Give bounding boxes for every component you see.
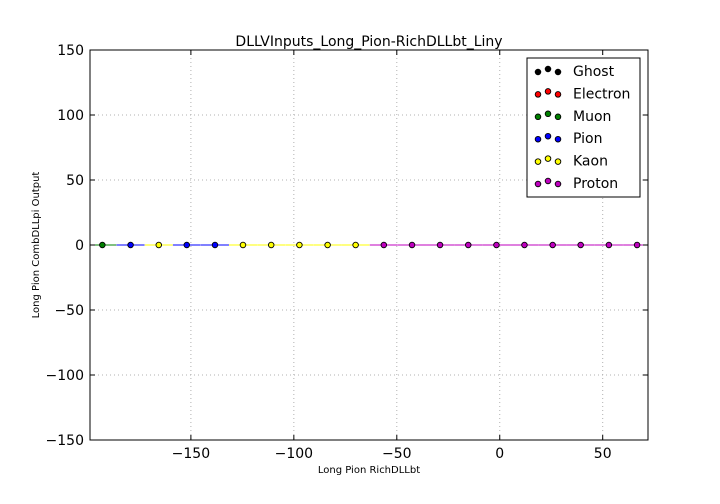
data-point: [549, 241, 556, 249]
x-tick-label: 0: [495, 446, 504, 462]
legend-marker: [554, 91, 562, 98]
legend-marker: [544, 88, 552, 95]
legend-marker: [554, 180, 562, 188]
axis-ticks: −150 −100 −50 0 50 −150 −100 −50 0 50 100 150: [46, 43, 648, 462]
data-point: [211, 241, 219, 249]
legend-box: [526, 57, 641, 198]
legend-marker: [544, 155, 552, 162]
x-tick-label: −50: [382, 446, 412, 462]
legend-label: Ghost: [573, 64, 615, 80]
data-point: [155, 241, 163, 249]
legend-label: Muon: [573, 109, 611, 125]
data-point: [605, 241, 613, 249]
legend-marker: [544, 132, 552, 140]
legend-marker: [534, 113, 542, 121]
y-tick-label: 0: [75, 238, 84, 254]
legend-marker: [534, 180, 542, 188]
data-point: [464, 241, 472, 249]
legend-marker: [544, 110, 552, 118]
data-point: [380, 241, 388, 249]
y-tick-label: −50: [54, 303, 84, 319]
x-tick-label: −100: [275, 446, 313, 462]
legend-marker: [544, 177, 552, 185]
chart-title: DLLVInputs_Long_Pion-RichDLLbt_Liny: [235, 34, 502, 50]
y-tick-label: −100: [46, 368, 84, 384]
legend-marker: [554, 68, 562, 76]
legend-marker: [554, 135, 562, 143]
data-point: [267, 241, 275, 249]
legend-label: Electron: [573, 86, 630, 102]
legend-marker: [554, 158, 562, 165]
data-point: [577, 241, 584, 249]
y-axis-label: Long Pion CombDLLpi Output: [31, 172, 42, 319]
data-point: [633, 241, 641, 249]
data-point: [324, 241, 331, 249]
data-point: [296, 241, 303, 249]
data-point: [99, 241, 106, 249]
data-point: [521, 241, 528, 249]
x-tick-label: −150: [172, 446, 210, 462]
legend-marker: [534, 135, 542, 143]
legend-label: Proton: [573, 176, 618, 192]
data-point: [127, 241, 134, 249]
legend-marker: [554, 113, 562, 121]
y-tick-label: 100: [57, 108, 84, 124]
data-point: [352, 241, 359, 249]
data-point: [493, 241, 500, 249]
legend-label: Kaon: [573, 154, 608, 170]
legend: Ghost Electron Muon Pion Kaon Proton: [526, 57, 641, 198]
legend-marker: [534, 158, 542, 165]
y-tick-label: 150: [57, 43, 84, 59]
data-point: [183, 241, 191, 249]
legend-marker: [544, 65, 552, 73]
y-tick-label: 50: [66, 173, 84, 189]
legend-marker: [534, 68, 542, 76]
data-point: [436, 241, 444, 249]
x-tick-label: 50: [594, 446, 612, 462]
data-point: [408, 241, 416, 249]
legend-marker: [534, 91, 542, 98]
legend-label: Pion: [573, 131, 602, 147]
x-axis-label: Long Pion RichDLLbt: [318, 465, 420, 476]
y-tick-label: −150: [46, 433, 84, 449]
data-point: [239, 241, 247, 249]
